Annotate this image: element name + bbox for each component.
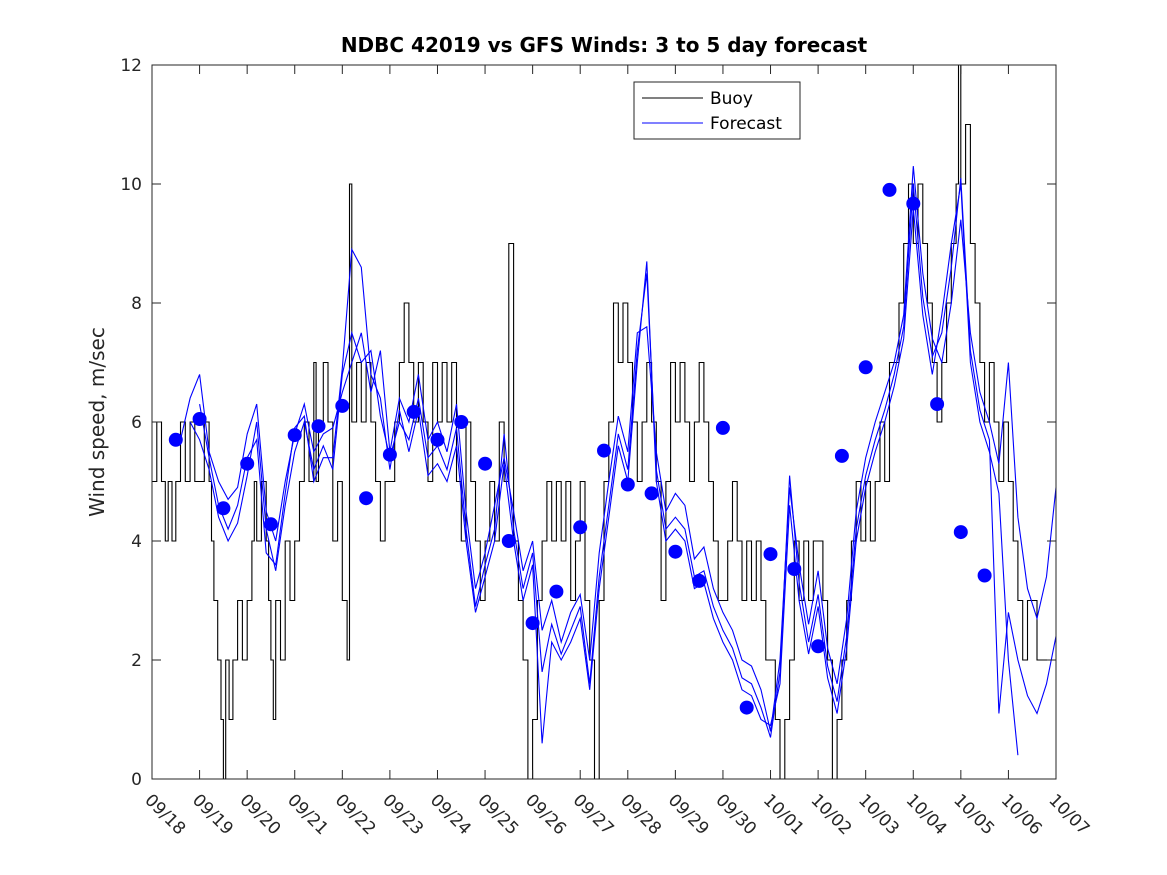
x-tick-label: 09/26	[521, 790, 570, 839]
forecast-marker-24	[715, 420, 730, 435]
forecast-marker-17	[549, 584, 564, 599]
forecast-marker-2	[192, 412, 207, 426]
x-tick-label: 09/19	[188, 790, 237, 839]
y-axis-label: Wind speed, m/sec	[85, 327, 109, 517]
y-tick-label: 0	[131, 770, 142, 790]
series-line-forecast-3	[199, 183, 1019, 756]
forecast-marker-16	[525, 616, 540, 631]
forecast-marker-7	[311, 419, 326, 434]
x-tick-label: 10/04	[902, 790, 951, 839]
x-tick-label: 10/06	[997, 790, 1046, 839]
series-layer	[152, 64, 1057, 780]
y-tick-label: 2	[131, 651, 142, 671]
series-line-forecast-1	[179, 166, 1057, 732]
x-tick-label: 09/29	[664, 790, 713, 839]
x-tick-label: 10/07	[1044, 790, 1093, 839]
x-tick-label: 09/22	[331, 790, 380, 839]
forecast-marker-21	[644, 486, 659, 501]
forecast-marker-23	[692, 573, 707, 588]
x-tick-label: 09/28	[616, 790, 665, 839]
plot-background	[152, 65, 1056, 779]
y-tick-label: 10	[120, 175, 142, 195]
x-tick-label: 09/30	[711, 790, 760, 839]
legend-box	[633, 81, 801, 140]
forecast-marker-1	[168, 432, 183, 447]
x-tick-label: 09/20	[236, 790, 285, 839]
legend: Buoy Forecast	[633, 81, 801, 140]
x-tick-label: 09/24	[426, 790, 475, 839]
series-line-buoy	[152, 64, 1056, 780]
x-tick-label: 09/18	[140, 790, 189, 839]
forecast-marker-5	[263, 517, 278, 532]
x-tick-label: 09/27	[569, 790, 618, 839]
forecast-marker-19	[597, 443, 611, 458]
forecast-marker-13	[454, 415, 469, 429]
y-tick-label: 8	[131, 294, 142, 314]
forecast-marker-25	[739, 700, 754, 715]
forecast-marker-31	[882, 182, 897, 197]
forecast-marker-32	[906, 196, 921, 211]
x-tick-label: 09/21	[283, 790, 332, 839]
chart-title: NDBC 42019 vs GFS Winds: 3 to 5 day fore…	[341, 33, 868, 57]
forecast-marker-26	[763, 547, 778, 562]
forecast-marker-11	[406, 404, 421, 419]
y-tick-label: 6	[131, 413, 142, 433]
forecast-marker-22	[668, 544, 683, 559]
forecast-marker-3	[216, 501, 231, 516]
forecast-marker-20	[620, 477, 635, 492]
x-tick-label: 09/23	[378, 790, 427, 839]
forecast-marker-14	[478, 456, 493, 471]
x-tick-label: 10/05	[949, 790, 998, 839]
forecast-marker-4	[240, 456, 255, 471]
forecast-marker-27	[787, 562, 802, 576]
y-tick-label: 4	[131, 532, 142, 552]
legend-buoy-label: Buoy	[710, 89, 753, 109]
forecast-marker-8	[335, 398, 350, 413]
legend-forecast-label: Forecast	[710, 114, 782, 134]
x-tick-label: 10/01	[759, 790, 808, 839]
forecast-marker-15	[501, 534, 516, 548]
x-tick-label: 10/03	[854, 790, 903, 839]
y-tick-label: 12	[120, 56, 142, 76]
forecast-marker-10	[382, 447, 397, 462]
forecast-marker-29	[834, 448, 849, 463]
forecast-marker-33	[930, 397, 945, 412]
forecast-marker-9	[359, 491, 374, 506]
forecast-marker-30	[858, 360, 873, 375]
forecast-marker-34	[953, 525, 968, 540]
forecast-marker-28	[811, 639, 826, 654]
forecast-marker-6	[287, 428, 302, 443]
forecast-marker-12	[430, 432, 445, 447]
forecast-marker-18	[573, 520, 588, 535]
x-tick-label: 09/25	[474, 790, 523, 839]
x-tick-label: 10/02	[807, 790, 856, 839]
forecast-marker-35	[977, 568, 992, 583]
